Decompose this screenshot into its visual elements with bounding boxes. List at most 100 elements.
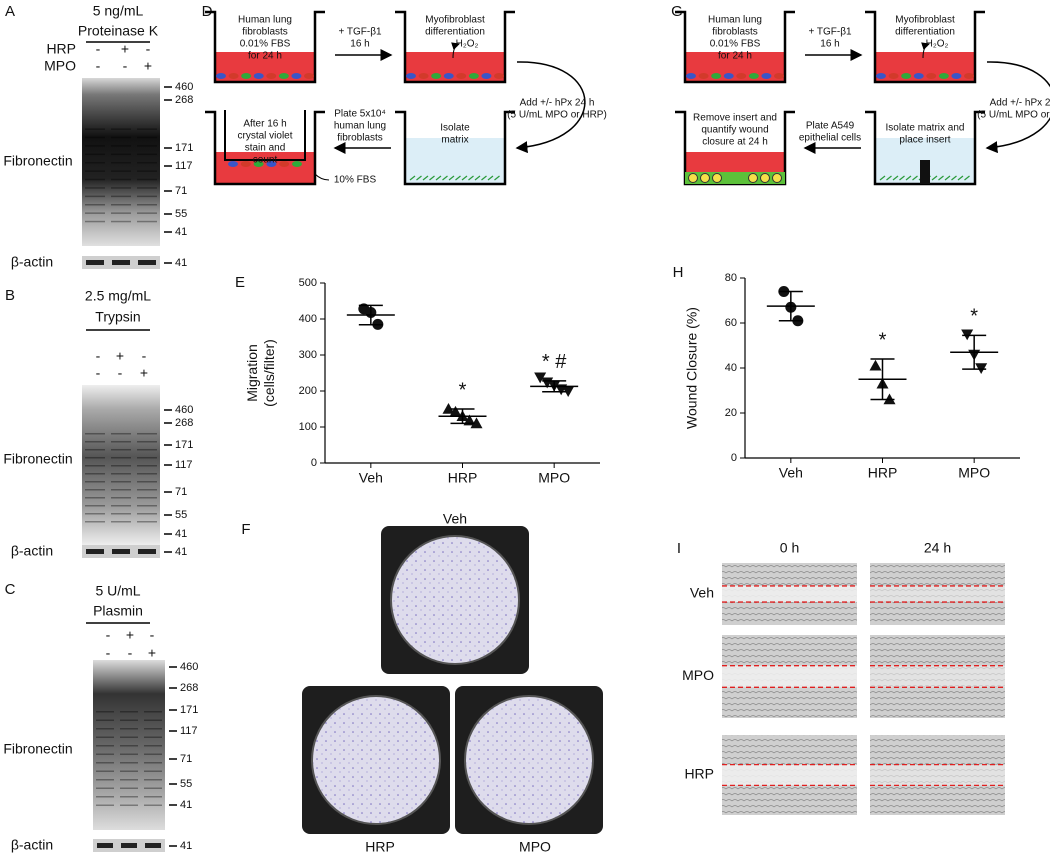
band bbox=[111, 170, 131, 172]
marker-label: 171 bbox=[175, 142, 193, 154]
cell bbox=[723, 73, 734, 79]
band bbox=[111, 212, 131, 214]
sign: - bbox=[118, 365, 123, 381]
matrix-fiber bbox=[892, 175, 899, 181]
row-label: MPO bbox=[44, 58, 76, 74]
treatment-label: Proteinase K bbox=[78, 23, 159, 39]
sign: + bbox=[121, 41, 129, 57]
insert bbox=[920, 160, 930, 184]
well-membrane bbox=[311, 695, 441, 825]
error-bar bbox=[542, 380, 567, 393]
sign: - bbox=[106, 627, 111, 643]
matrix-fiber bbox=[931, 175, 938, 181]
band bbox=[112, 549, 130, 554]
step-text: fibroblasts bbox=[712, 27, 758, 38]
marker-label: 71 bbox=[180, 753, 192, 765]
data-point bbox=[449, 405, 462, 417]
marker-label: 41 bbox=[180, 799, 192, 811]
marker-label: 460 bbox=[175, 81, 193, 93]
cell bbox=[216, 73, 226, 79]
sign: + bbox=[144, 58, 152, 74]
marker-label: 171 bbox=[175, 439, 193, 451]
cell bbox=[253, 73, 264, 79]
treatment-label: 5 U/mL bbox=[95, 583, 140, 599]
step-text: matrix bbox=[441, 135, 468, 146]
band bbox=[144, 736, 162, 738]
well bbox=[675, 10, 795, 84]
band bbox=[138, 260, 156, 265]
band bbox=[137, 153, 157, 156]
step-text: 0.01% FBS bbox=[240, 39, 291, 50]
error-bar bbox=[358, 304, 383, 326]
cell bbox=[241, 73, 252, 79]
band bbox=[121, 843, 137, 848]
cell bbox=[698, 73, 709, 79]
y-tick-label: 100 bbox=[299, 421, 317, 433]
band bbox=[111, 489, 131, 491]
cell bbox=[736, 73, 747, 79]
cell bbox=[228, 161, 238, 167]
band bbox=[137, 162, 157, 164]
x-tick-label: HRP bbox=[868, 465, 898, 481]
marker-label: 268 bbox=[175, 417, 193, 429]
band bbox=[85, 473, 105, 475]
band bbox=[111, 162, 131, 164]
marker-label: 460 bbox=[180, 661, 198, 673]
band bbox=[96, 787, 114, 789]
step-text: fibroblasts bbox=[242, 27, 288, 38]
band bbox=[85, 162, 105, 164]
row-label: MPO bbox=[682, 667, 714, 683]
step-text: Remove insert and bbox=[693, 113, 777, 124]
sign: + bbox=[140, 365, 148, 381]
step-text: differentiation bbox=[425, 27, 485, 38]
arrow-text: Add +/- hPx 24 h bbox=[520, 98, 595, 109]
cell bbox=[938, 73, 949, 79]
error-bar bbox=[778, 290, 803, 322]
band bbox=[144, 711, 162, 713]
matrix-fiber bbox=[409, 175, 416, 181]
sign: - bbox=[96, 41, 101, 57]
x-tick-label: HRP bbox=[448, 470, 478, 486]
matrix-fiber bbox=[422, 175, 429, 181]
cell bbox=[228, 73, 239, 79]
band bbox=[137, 449, 157, 451]
y-axis-label: Wound Closure (%) bbox=[684, 307, 700, 429]
band bbox=[144, 804, 162, 806]
matrix-fiber bbox=[494, 175, 500, 181]
annotation: * bbox=[879, 329, 887, 351]
h2o2-arrow bbox=[921, 42, 930, 59]
blot bbox=[93, 660, 165, 830]
arrow-text: Add +/- hPx 24 h bbox=[990, 98, 1050, 109]
band bbox=[111, 178, 131, 181]
band bbox=[85, 441, 105, 443]
band bbox=[85, 128, 105, 130]
band bbox=[137, 187, 157, 189]
panel-label: I bbox=[677, 540, 681, 557]
band bbox=[85, 489, 105, 491]
epithelial-cell bbox=[700, 173, 710, 183]
wound-gap bbox=[722, 665, 857, 688]
panel-label: F bbox=[241, 521, 250, 538]
band bbox=[96, 736, 114, 738]
marker-label: 55 bbox=[175, 509, 187, 521]
step-text: closure at 24 h bbox=[702, 137, 768, 148]
band bbox=[85, 187, 105, 189]
step-text: Myofibroblast bbox=[895, 15, 955, 26]
annotation: * bbox=[459, 379, 467, 401]
band bbox=[111, 128, 131, 130]
band bbox=[111, 187, 131, 189]
error-bar bbox=[450, 408, 475, 425]
treatment-label: Plasmin bbox=[93, 603, 143, 619]
band bbox=[85, 505, 105, 507]
marker-label: 41 bbox=[175, 257, 187, 269]
band bbox=[120, 736, 138, 738]
matrix-fiber bbox=[951, 175, 957, 181]
arrow-text: Plate 5x10⁴ bbox=[334, 109, 386, 120]
band bbox=[85, 497, 105, 499]
marker-label: 117 bbox=[175, 459, 193, 471]
panel-label: B bbox=[5, 287, 15, 304]
y-tick-label: 400 bbox=[299, 313, 317, 325]
epithelial-cell bbox=[712, 173, 722, 183]
step-text: Myofibroblast bbox=[425, 15, 485, 26]
matrix-fiber bbox=[957, 175, 964, 181]
